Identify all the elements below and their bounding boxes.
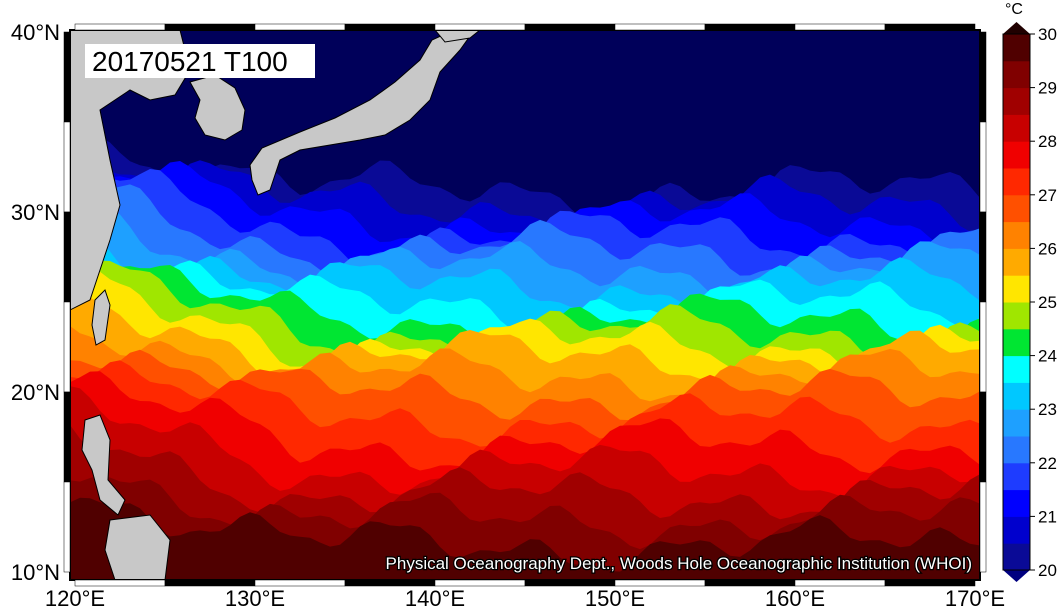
colorbar-swatch xyxy=(1003,302,1030,330)
y-tick-label: 40°N xyxy=(11,20,60,45)
y-tick-label: 10°N xyxy=(11,560,60,585)
colorbar-over xyxy=(1003,22,1030,34)
colorbar-swatch xyxy=(1003,34,1030,62)
colorbar-tick-label: 25 xyxy=(1038,293,1057,312)
border-segment xyxy=(63,211,71,303)
korea xyxy=(189,74,246,141)
colorbar-swatch xyxy=(1003,114,1030,142)
frame-border xyxy=(63,23,987,587)
colorbar-swatch xyxy=(1003,436,1030,464)
temperature-band xyxy=(70,497,980,580)
map-label: 20170521 T100 xyxy=(92,46,288,77)
x-tick-label: 120°E xyxy=(45,586,105,610)
luzon xyxy=(81,414,126,516)
land xyxy=(70,30,481,580)
border-segment xyxy=(979,121,987,213)
y-tick-label: 20°N xyxy=(11,380,60,405)
border-segment xyxy=(63,481,71,573)
colorbar-tick-label: 30 xyxy=(1038,25,1057,44)
label-box xyxy=(85,44,315,78)
colorbar-tick-label: 21 xyxy=(1038,507,1057,526)
colorbar-swatch xyxy=(1003,141,1030,169)
border-segment xyxy=(63,31,71,123)
credit: Physical Oceanography Dept., Woods Hole … xyxy=(386,554,972,573)
x-tick-label: 130°E xyxy=(225,586,285,610)
colorbar-tick-label: 28 xyxy=(1038,132,1057,151)
border-segment xyxy=(63,121,71,213)
x-tick-label: 160°E xyxy=(765,586,825,610)
taiwan xyxy=(91,289,111,346)
y-axis: 40°N 30°N 20°N 10°N xyxy=(11,20,60,585)
border-segment xyxy=(63,391,71,483)
colorbar-swatch xyxy=(1003,275,1030,303)
colorbar-swatch xyxy=(1003,516,1030,544)
colorbar: 20 21 22 23 24 25 26 27 28 29 30 xyxy=(1002,22,1057,582)
border-segment xyxy=(164,23,256,31)
border-segment xyxy=(254,23,346,31)
colorbar-swatch xyxy=(1003,194,1030,223)
x-tick-label: 150°E xyxy=(585,586,645,610)
colorbar-tick-label: 29 xyxy=(1038,79,1057,98)
border-segment xyxy=(434,23,526,31)
border-segment xyxy=(979,31,987,123)
y-tick-label: 30°N xyxy=(11,200,60,225)
colorbar-swatch xyxy=(1003,543,1030,571)
colorbar-tick-label: 24 xyxy=(1038,347,1057,366)
colorbar-swatch xyxy=(1003,168,1030,196)
x-tick-label: 140°E xyxy=(405,586,465,610)
colorbar-tick-label: 27 xyxy=(1038,186,1057,205)
colorbar-swatch xyxy=(1003,328,1030,357)
hokkaido xyxy=(434,30,481,43)
japan xyxy=(249,33,471,196)
x-axis: 120°E 130°E 140°E 150°E 160°E 170°E xyxy=(45,586,1005,611)
colorbar-tick-label: 26 xyxy=(1038,239,1057,258)
border-segment xyxy=(884,23,976,31)
colorbar-tick-label: 23 xyxy=(1038,400,1057,419)
border-segment xyxy=(524,23,616,31)
border-segment xyxy=(884,579,976,587)
border-segment xyxy=(614,23,706,31)
colorbar-unit: °C xyxy=(1005,1,1023,18)
x-tick-label: 170°E xyxy=(945,586,1005,610)
border-segment xyxy=(63,301,71,393)
border-segment xyxy=(74,23,166,31)
colorbar-swatch xyxy=(1003,462,1030,491)
colorbar-swatch xyxy=(1003,221,1030,249)
border-segment xyxy=(704,23,796,31)
philippines-south xyxy=(104,514,171,580)
colorbar-swatch xyxy=(1003,489,1030,517)
colorbar-swatch xyxy=(1003,87,1030,115)
border-segment xyxy=(979,301,987,393)
colorbar-swatch xyxy=(1003,382,1030,410)
border-segment xyxy=(794,23,886,31)
border-segment xyxy=(344,23,436,31)
sea-temperature xyxy=(70,30,980,580)
border-segment xyxy=(979,391,987,483)
colorbar-swatch xyxy=(1003,409,1030,437)
border-segment xyxy=(979,211,987,303)
colorbar-tick-label: 20 xyxy=(1038,561,1057,580)
colorbar-swatch xyxy=(1003,248,1030,276)
colorbar-swatch xyxy=(1003,60,1030,89)
colorbar-under xyxy=(1003,570,1030,582)
colorbar-tick-label: 22 xyxy=(1038,454,1057,473)
colorbar-swatch xyxy=(1003,355,1030,383)
border-segment xyxy=(979,481,987,573)
